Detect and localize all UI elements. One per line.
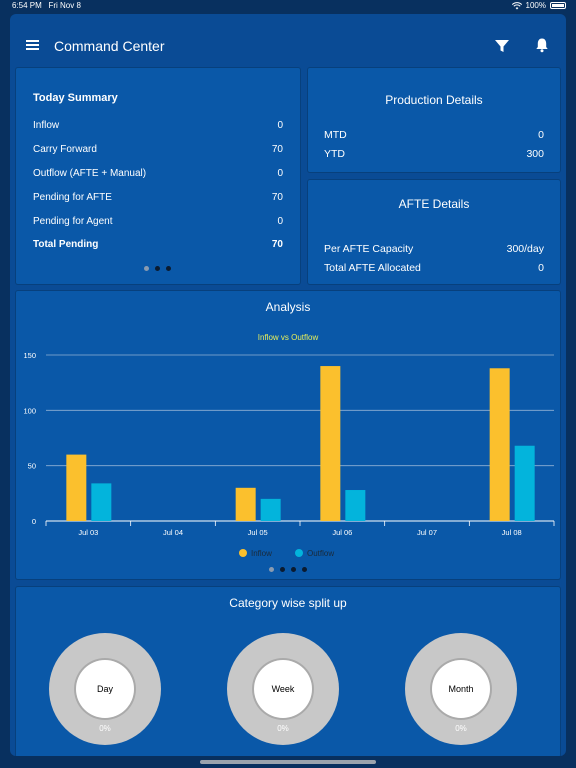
analysis-card[interactable]: Analysis Inflow vs Outflow 0 50 100 150 Jul 0… xyxy=(16,291,560,579)
summary-row-value: 70 xyxy=(271,239,283,250)
summary-row-pending-afte: Pending for AFTE 70 xyxy=(33,192,283,203)
donut-label: Day xyxy=(96,684,113,694)
production-row-label: YTD xyxy=(324,148,345,160)
x-tick-label: Jul 03 xyxy=(78,528,98,537)
afte-row-capacity: Per AFTE Capacity 300/day xyxy=(324,243,544,255)
today-summary-card[interactable]: Today Summary Inflow 0 Carry Forward 70 … xyxy=(16,68,300,284)
afte-details-card: AFTE Details Per AFTE Capacity 300/day T… xyxy=(308,180,560,284)
summary-row-value: 0 xyxy=(277,168,283,179)
page-dot[interactable] xyxy=(269,567,274,572)
summary-row-label: Inflow xyxy=(33,120,60,131)
status-right: 100% xyxy=(511,1,566,10)
battery-percent: 100% xyxy=(525,1,546,10)
donut-month[interactable]: Month 0% xyxy=(405,633,519,747)
inflow-outflow-chart: Inflow vs Outflow 0 50 100 150 Jul 03 Jul 04 Ju… xyxy=(23,333,555,558)
summary-page-dots[interactable] xyxy=(144,266,171,271)
page-dot[interactable] xyxy=(291,567,296,572)
summary-row-pending-agent: Pending for Agent 0 xyxy=(33,216,283,227)
summary-row-value: 70 xyxy=(271,192,283,203)
app-window: Command Center Today Summary Inflow 0 Ca… xyxy=(10,14,566,756)
x-tick-label: Jul 05 xyxy=(248,528,268,537)
production-row-label: MTD xyxy=(324,129,347,141)
summary-row-label: Pending for Agent xyxy=(33,216,113,227)
summary-row-label: Total Pending xyxy=(33,239,99,250)
menu-icon[interactable] xyxy=(26,40,39,50)
afte-row-label: Total AFTE Allocated xyxy=(324,262,421,274)
legend-marker-outflow xyxy=(295,549,303,557)
afte-row-value: 0 xyxy=(538,262,544,274)
page-dot[interactable] xyxy=(155,266,160,271)
afte-details-title: AFTE Details xyxy=(398,197,470,211)
summary-row-inflow: Inflow 0 xyxy=(33,120,283,131)
analysis-title: Analysis xyxy=(265,300,311,314)
bar-inflow xyxy=(66,454,87,521)
donut-center: Month xyxy=(432,660,490,718)
page-dot[interactable] xyxy=(302,567,307,572)
bar-outflow xyxy=(514,445,535,521)
bell-icon[interactable] xyxy=(534,37,550,53)
production-details-card: Production Details MTD 0 YTD 300 xyxy=(308,68,560,172)
legend-label-inflow: Inflow xyxy=(251,549,272,558)
analysis-page-dots[interactable] xyxy=(269,567,307,572)
bar-outflow xyxy=(91,483,112,521)
category-split-title: Category wise split up xyxy=(229,596,347,610)
x-tick-label: Jul 04 xyxy=(163,528,183,537)
donut-week[interactable]: Week 0% xyxy=(227,633,341,747)
production-row-value: 0 xyxy=(538,129,544,141)
y-tick-label: 0 xyxy=(32,517,36,526)
donut-percent: 0% xyxy=(277,724,289,733)
y-tick-label: 150 xyxy=(23,351,36,360)
home-indicator[interactable] xyxy=(200,760,376,764)
bar-inflow xyxy=(489,368,510,521)
donut-label: Month xyxy=(448,684,474,694)
summary-row-label: Carry Forward xyxy=(33,144,97,155)
production-row-mtd: MTD 0 xyxy=(324,129,544,141)
summary-row-label: Outflow (AFTE + Manual) xyxy=(33,168,147,179)
bar-outflow xyxy=(345,490,366,521)
x-tick-label: Jul 08 xyxy=(502,528,522,537)
y-tick-label: 100 xyxy=(23,406,36,415)
summary-row-outflow: Outflow (AFTE + Manual) 0 xyxy=(33,168,283,179)
page-dot[interactable] xyxy=(280,567,285,572)
page-dot[interactable] xyxy=(144,266,149,271)
summary-row-value: 0 xyxy=(277,120,283,131)
afte-row-value: 300/day xyxy=(506,243,544,255)
status-time: 6:54 PM Fri Nov 8 xyxy=(12,1,81,10)
x-tick-label: Jul 07 xyxy=(417,528,437,537)
summary-row-value: 70 xyxy=(271,144,283,155)
donut-day[interactable]: Day 0% xyxy=(49,633,163,747)
category-split-card: Category wise split up Day 0% Week 0% Mo… xyxy=(16,587,560,756)
status-bar: 6:54 PM Fri Nov 8 100% xyxy=(0,0,576,13)
afte-row-allocated: Total AFTE Allocated 0 xyxy=(324,262,544,274)
today-summary-title: Today Summary xyxy=(33,92,118,104)
production-row-value: 300 xyxy=(526,148,544,160)
filter-icon[interactable] xyxy=(494,38,510,54)
summary-row-total-pending: Total Pending 70 xyxy=(33,239,283,250)
battery-icon xyxy=(550,2,566,9)
app-header: Command Center xyxy=(10,14,566,64)
bar-outflow xyxy=(260,498,281,521)
y-tick-label: 50 xyxy=(28,462,36,471)
afte-row-label: Per AFTE Capacity xyxy=(324,243,414,255)
summary-row-label: Pending for AFTE xyxy=(33,192,112,203)
donut-center: Week xyxy=(254,660,312,718)
bar-inflow xyxy=(235,487,256,521)
chart-title: Inflow vs Outflow xyxy=(258,333,319,342)
summary-row-carry-forward: Carry Forward 70 xyxy=(33,144,283,155)
donut-percent: 0% xyxy=(455,724,467,733)
donut-percent: 0% xyxy=(99,724,111,733)
production-details-title: Production Details xyxy=(385,93,483,107)
page-title: Command Center xyxy=(54,38,165,54)
legend-marker-inflow xyxy=(239,549,247,557)
wifi-icon xyxy=(511,1,522,9)
page-dot[interactable] xyxy=(166,266,171,271)
summary-row-value: 0 xyxy=(277,216,283,227)
donut-label: Week xyxy=(271,684,295,694)
legend-label-outflow: Outflow xyxy=(307,549,334,558)
bar-inflow xyxy=(320,366,341,521)
production-row-ytd: YTD 300 xyxy=(324,148,544,160)
donut-center: Day xyxy=(76,660,134,718)
x-tick-label: Jul 06 xyxy=(332,528,352,537)
